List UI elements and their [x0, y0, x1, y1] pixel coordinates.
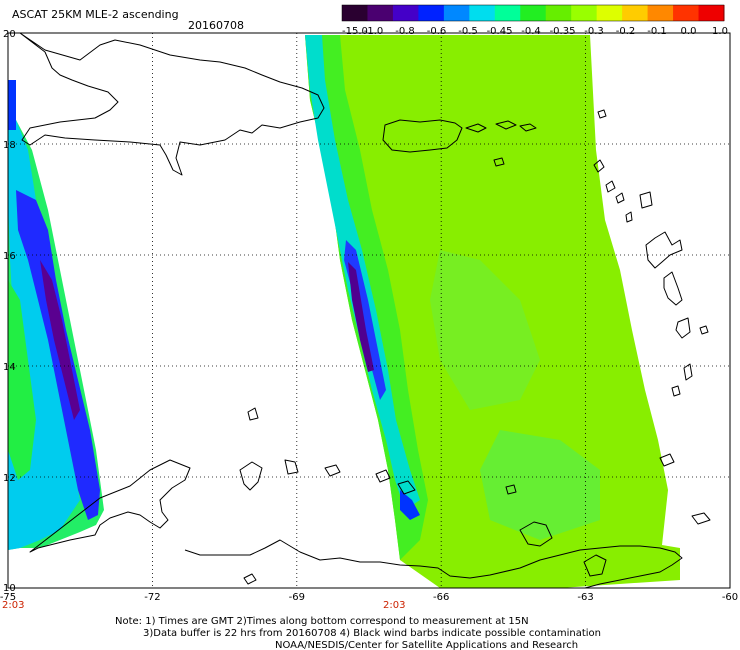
note-line-2: 3)Data buffer is 22 hrs from 20160708 4)… [143, 628, 601, 639]
map-date: 20160708 [188, 19, 244, 32]
colorbar-label: -1.0 [364, 26, 384, 37]
colorbar-label: -0.6 [427, 26, 447, 37]
colorbar-bin [469, 5, 496, 21]
lon-label: -60 [722, 592, 738, 603]
colorbar-bin [418, 5, 445, 21]
lat-label: 18 [3, 140, 16, 151]
note-line-1: Note: 1) Times are GMT 2)Times along bot… [115, 616, 529, 627]
colorbar-label: -0.1 [647, 26, 667, 37]
colorbar-bin [673, 5, 700, 21]
colorbar-label: -0.4 [521, 26, 541, 37]
lon-axis-labels: -75 -72 -69 -66 -63 -60 [0, 592, 738, 603]
colorbar-bin [647, 5, 674, 21]
lon-label: -69 [289, 592, 305, 603]
colorbar-label: -0.35 [550, 26, 576, 37]
colorbar-bin [443, 5, 470, 21]
colorbar-label: -15.0 [342, 26, 368, 37]
map-frame [7, 32, 731, 589]
colorbar-bin [392, 5, 419, 21]
pass-time-east: 2:03 [383, 600, 405, 611]
colorbar-frame [341, 4, 725, 22]
colorbar-label: 1.0 [712, 26, 728, 37]
note-line-3: NOAA/NESDIS/Center for Satellite Applica… [275, 640, 578, 650]
colorbar: -15.0-1.0 -0.8 -0.6 -0.5 -0.45 -0.4 -0.35 -0.3 -… [341, 4, 728, 37]
colorbar-bin [367, 5, 394, 21]
lon-label: -72 [144, 592, 160, 603]
graticule [8, 33, 730, 588]
colorbar-label: -0.5 [458, 26, 478, 37]
colorbar-label: -0.3 [584, 26, 604, 37]
colorbar-bin [494, 5, 521, 21]
colorbar-label: -0.8 [395, 26, 415, 37]
colorbar-bin [545, 5, 572, 21]
map-title: ASCAT 25KM MLE-2 ascending [12, 8, 179, 21]
colorbar-bin [571, 5, 598, 21]
coastlines [19, 32, 711, 589]
colorbar-bin [520, 5, 547, 21]
swath-east [305, 35, 680, 588]
lon-label: -66 [433, 592, 449, 603]
pass-time-west: 2:03 [2, 600, 24, 611]
colorbar-label: -0.2 [616, 26, 636, 37]
colorbar-bin [342, 5, 368, 21]
lon-label: -75 [0, 592, 16, 603]
lat-label: 14 [3, 362, 16, 373]
colorbar-bin [622, 5, 649, 21]
lat-label: 20 [3, 29, 16, 40]
colorbar-bin [698, 5, 725, 21]
lon-label: -63 [577, 592, 593, 603]
swath-west [8, 80, 104, 550]
colorbar-label: -0.45 [487, 26, 513, 37]
colorbar-bin [596, 5, 623, 21]
lat-label: 16 [3, 251, 16, 262]
colorbar-label: 0.0 [681, 26, 697, 37]
lat-label: 12 [3, 473, 16, 484]
